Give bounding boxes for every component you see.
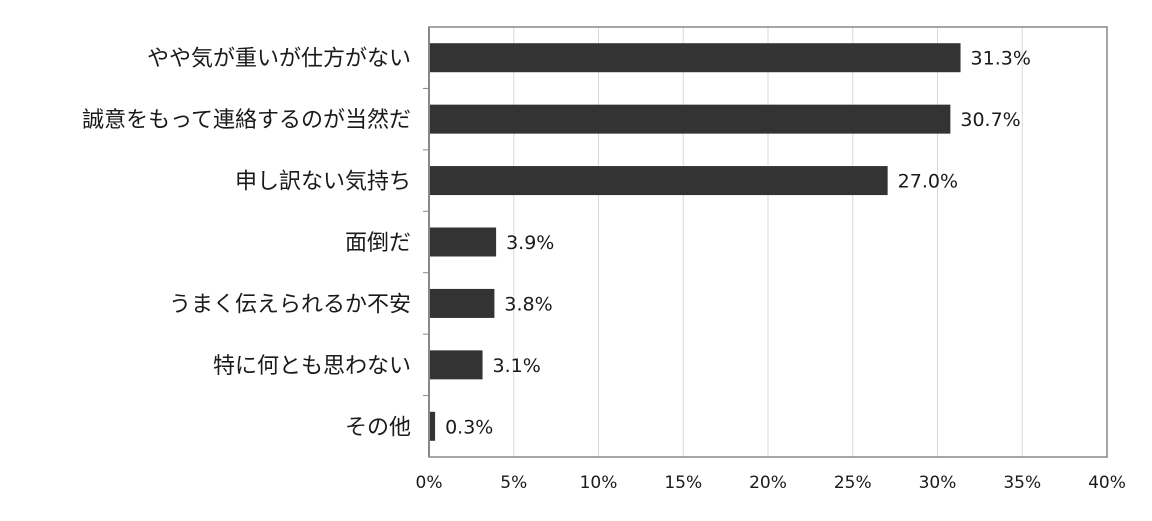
bar (430, 166, 888, 196)
value-label: 27.0% (898, 171, 958, 193)
category-label: 誠意をもって連絡するのが当然だ (82, 108, 411, 133)
value-label: 0.3% (445, 416, 493, 438)
category-labels: やや気が重いが仕方がない誠意をもって連絡するのが当然だ申し訳ない気持ち面倒だうま… (82, 47, 411, 441)
bar (430, 288, 495, 318)
x-tick-label: 40% (1088, 473, 1126, 493)
category-label: その他 (345, 415, 411, 440)
bar (430, 227, 497, 257)
x-axis-ticks: 0% 5% 10% 15% 20% 25% 30% 35% 40% (416, 473, 1126, 493)
value-label: 30.7% (960, 109, 1020, 131)
bar (430, 411, 436, 441)
bar (430, 350, 483, 380)
plot-frame (423, 26, 1108, 458)
category-label: 申し訳ない気持ち (235, 170, 411, 195)
x-tick-label: 0% (416, 473, 443, 493)
value-label: 3.1% (493, 355, 541, 377)
value-label: 3.8% (504, 293, 552, 315)
value-label: 3.9% (506, 232, 554, 254)
value-label: 31.3% (971, 48, 1031, 70)
x-tick-label: 20% (749, 473, 787, 493)
category-label: 面倒だ (345, 231, 411, 256)
bars (430, 43, 961, 441)
value-labels: 31.3% 30.7% 27.0% 3.9% 3.8% 3.1% 0.3% (445, 48, 1031, 439)
category-label: うまく伝えられるか不安 (169, 292, 411, 317)
x-tick-label: 10% (580, 473, 618, 493)
x-tick-label: 25% (834, 473, 872, 493)
x-tick-label: 30% (919, 473, 957, 493)
bar (430, 104, 951, 134)
x-tick-label: 5% (500, 473, 527, 493)
gridlines (429, 27, 1107, 457)
bar (430, 43, 961, 73)
category-label: やや気が重いが仕方がない (147, 47, 411, 72)
category-label: 特に何とも思わない (213, 354, 411, 379)
x-tick-label: 35% (1003, 473, 1041, 493)
x-tick-label: 15% (664, 473, 702, 493)
